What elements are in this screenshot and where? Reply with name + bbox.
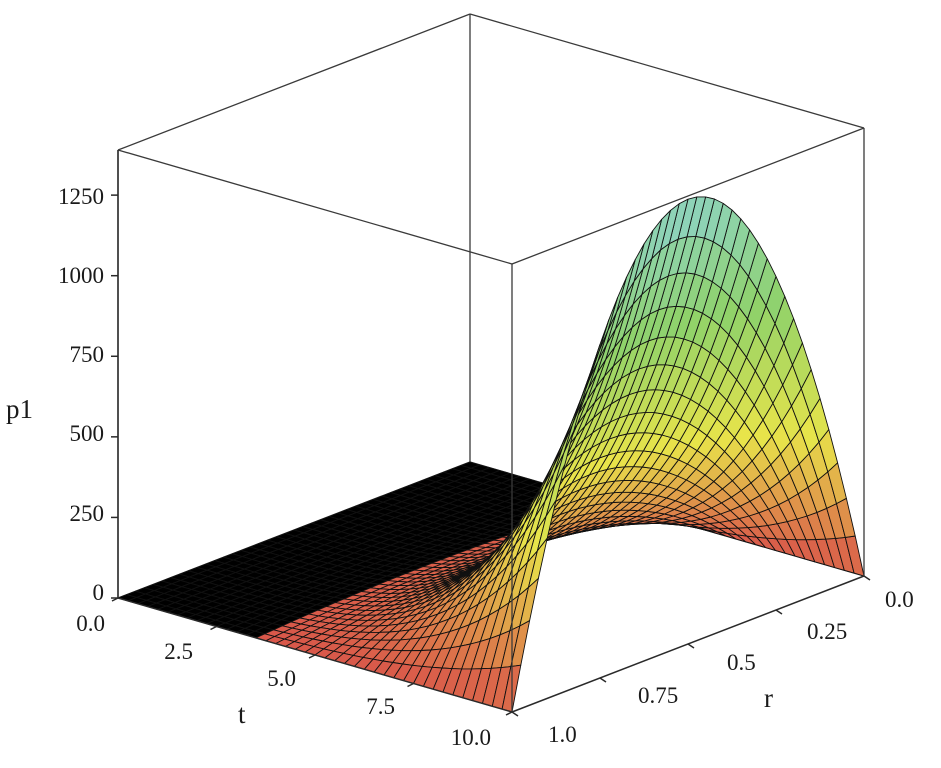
p1-axis-ticks: 0 250 500 750 1000 1250: [58, 184, 104, 605]
r-tick-mark: [687, 643, 695, 649]
t-tick-label: 2.5: [164, 639, 193, 664]
t-tick-label: 10.0: [451, 725, 491, 750]
r-tick-mark: [775, 609, 783, 615]
r-axis-title: r: [764, 683, 773, 713]
r-tick-mark: [511, 711, 519, 717]
r-tick-mark: [863, 575, 871, 581]
box-edge: [511, 127, 865, 265]
p1-tick-label: 1000: [58, 263, 104, 288]
t-tick-mark: [308, 654, 316, 659]
t-tick-mark: [210, 625, 217, 631]
p1-tick-label: 750: [70, 342, 105, 367]
t-tick-label: 5.0: [267, 666, 296, 691]
r-tick-label: 0.0: [885, 587, 914, 612]
r-tick-mark: [599, 677, 607, 683]
t-tick-label: 0.0: [76, 611, 105, 636]
t-tick-label: 7.5: [366, 694, 395, 719]
r-tick-label: 0.5: [727, 650, 756, 675]
box-edge: [469, 13, 865, 129]
box-edge: [117, 149, 513, 265]
r-tick-label: 0.75: [638, 683, 678, 708]
box-edge: [117, 13, 471, 151]
axes: [111, 150, 871, 717]
t-axis-ticks: 0.0 2.5 5.0 7.5 10.0: [76, 611, 491, 750]
surface-mesh: [117, 196, 865, 713]
r-tick-label: 1.0: [548, 722, 577, 747]
t-axis-title: t: [238, 699, 246, 729]
t-tick-mark: [505, 711, 513, 716]
p1-tick-label: 1250: [58, 184, 104, 209]
r-tick-label: 0.25: [807, 619, 847, 644]
r-axis-ticks: 0.0 0.25 0.5 0.75 1.0: [548, 587, 914, 747]
t-tick-mark: [407, 682, 414, 688]
p1-tick-label: 500: [70, 421, 105, 446]
p1-tick-label: 250: [70, 501, 105, 526]
p1-tick-label: 0: [93, 580, 105, 605]
p1-axis-title: p1: [6, 394, 33, 424]
